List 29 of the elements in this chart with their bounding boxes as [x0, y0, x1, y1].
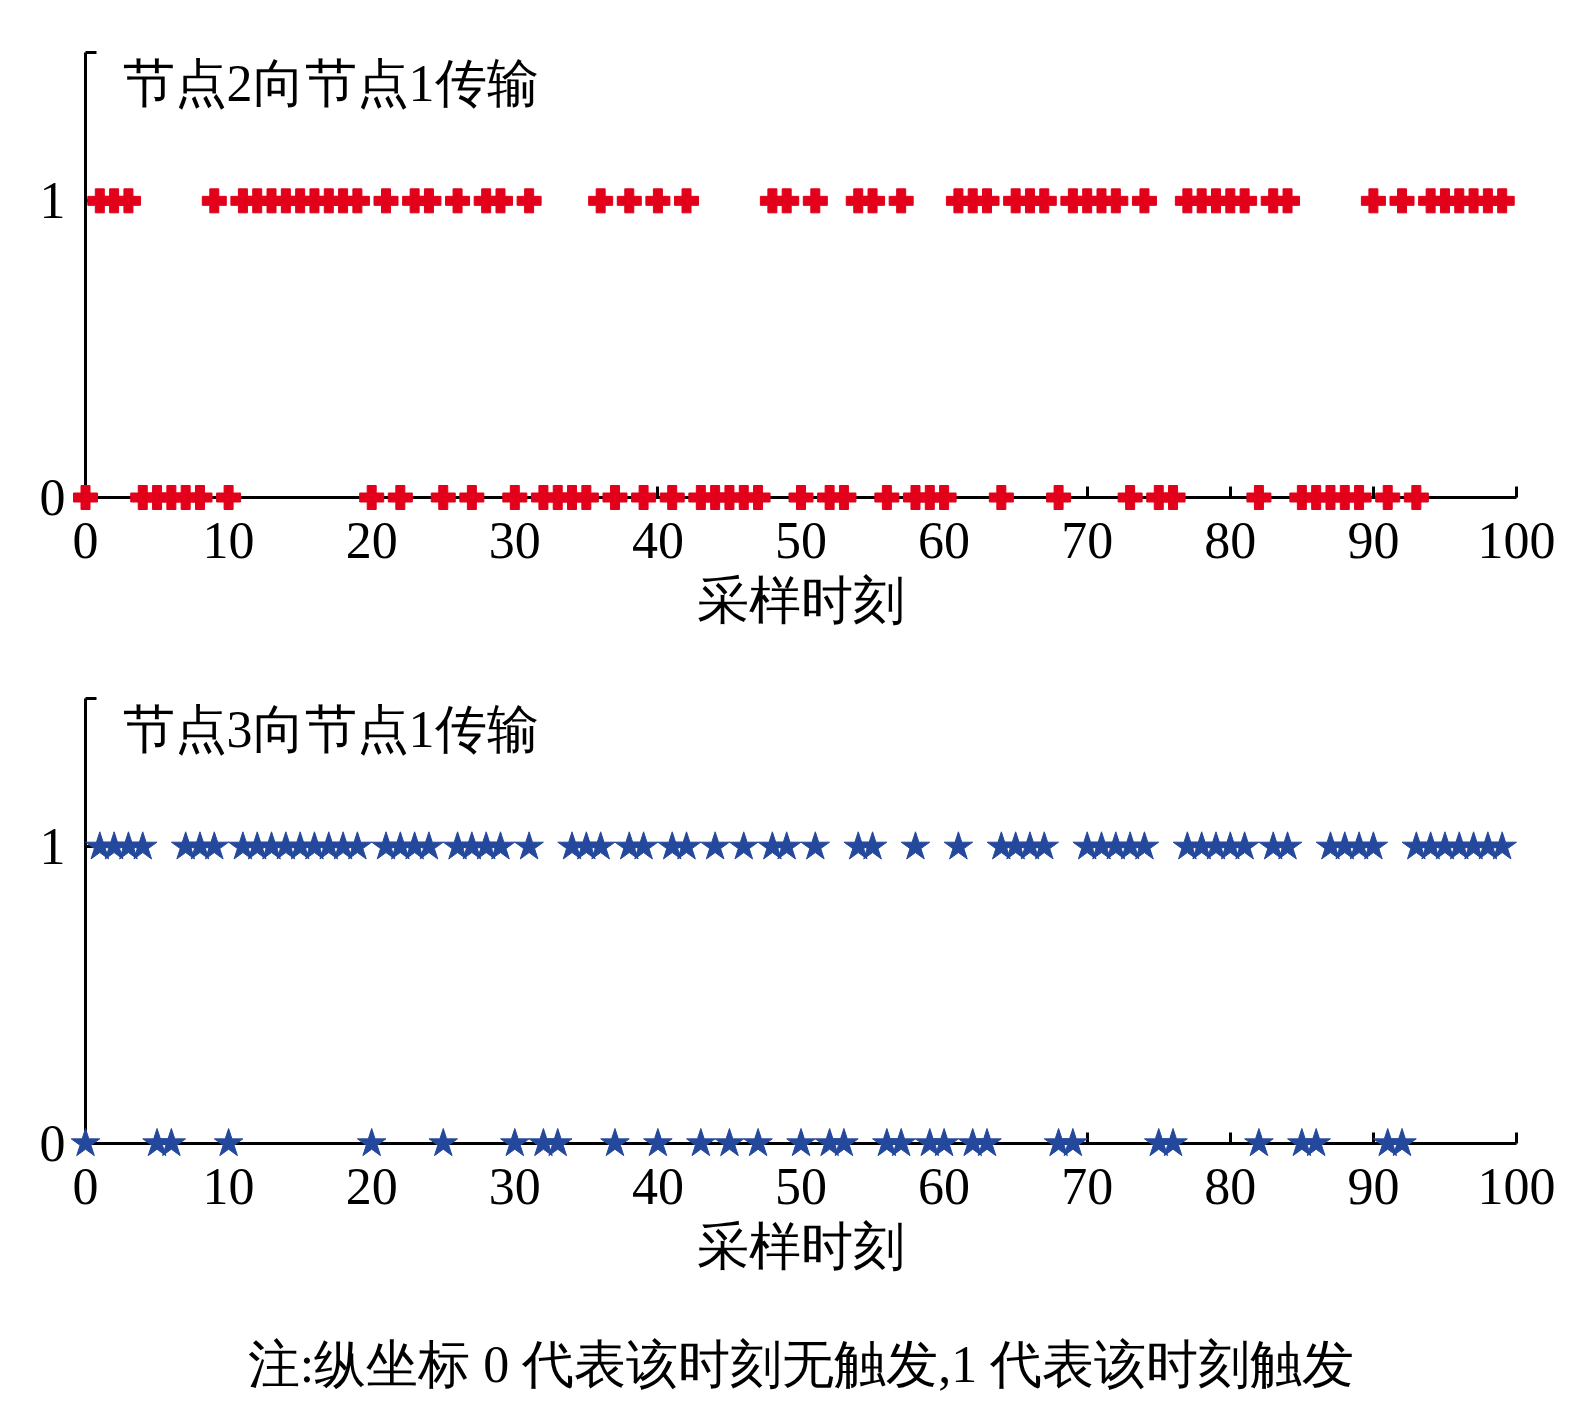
- x-tick-label: 100: [1477, 511, 1556, 569]
- x-tick-label: 60: [918, 511, 971, 569]
- x-tick-label: 40: [631, 511, 684, 569]
- chart-title: 节点2向节点1传输: [122, 54, 539, 112]
- y-tick-label: 0: [39, 469, 66, 526]
- x-tick-label: 10: [202, 1157, 255, 1215]
- x-tick-label: 70: [1061, 511, 1114, 569]
- x-tick-label: 80: [1204, 511, 1257, 569]
- y-tick-label: 0: [39, 1115, 66, 1172]
- x-tick-label: 30: [488, 511, 541, 569]
- y-tick-label: 1: [39, 818, 66, 876]
- x-tick-label: 10: [202, 511, 255, 569]
- x-tick-label: 90: [1347, 1157, 1400, 1215]
- x-tick-label: 40: [631, 1157, 684, 1215]
- y-tick-label: 1: [39, 172, 66, 230]
- x-tick-label: 90: [1347, 511, 1400, 569]
- x-tick-label: 30: [488, 1157, 541, 1215]
- x-tick-label: 20: [345, 511, 398, 569]
- x-tick-label: 100: [1477, 1157, 1556, 1215]
- x-tick-label: 80: [1204, 1157, 1257, 1215]
- text: 注:纵坐标 0 代表该时刻无触发,1 代表该时刻触发: [247, 1335, 1355, 1393]
- x-axis-title: 采样时刻: [697, 571, 905, 629]
- x-tick-label: 70: [1061, 1157, 1114, 1215]
- x-tick-label: 20: [345, 1157, 398, 1215]
- x-tick-label: 50: [775, 1157, 827, 1215]
- x-tick-label: 60: [918, 1157, 971, 1215]
- x-axis-title: 采样时刻: [697, 1217, 905, 1275]
- x-tick-label: 50: [775, 511, 827, 569]
- chart-title: 节点3向节点1传输: [122, 700, 539, 758]
